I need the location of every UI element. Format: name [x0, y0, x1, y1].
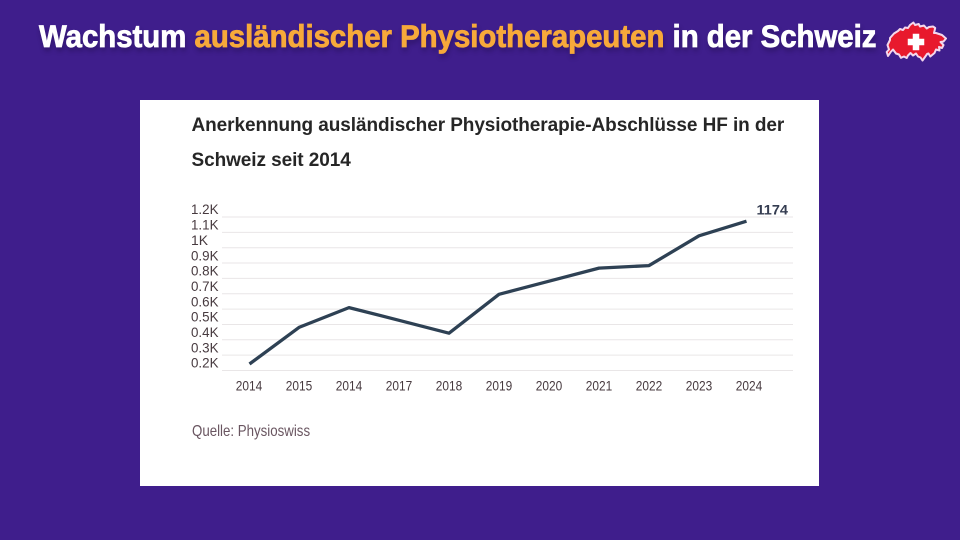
svg-text:2014: 2014 — [336, 379, 363, 394]
svg-text:0.2K: 0.2K — [191, 356, 219, 371]
svg-text:0.8K: 0.8K — [191, 264, 219, 279]
svg-text:2022: 2022 — [636, 379, 663, 394]
svg-text:1174: 1174 — [757, 203, 789, 218]
svg-text:0.4K: 0.4K — [191, 325, 219, 340]
svg-text:2021: 2021 — [586, 379, 613, 394]
svg-text:0.9K: 0.9K — [191, 248, 219, 263]
svg-text:2023: 2023 — [686, 379, 713, 394]
svg-text:2015: 2015 — [286, 379, 313, 394]
svg-text:2020: 2020 — [536, 379, 563, 394]
svg-text:2019: 2019 — [486, 379, 513, 394]
svg-text:0.6K: 0.6K — [191, 294, 219, 309]
svg-text:1K: 1K — [191, 233, 208, 248]
svg-text:2018: 2018 — [436, 379, 463, 394]
svg-text:0.3K: 0.3K — [191, 340, 219, 355]
svg-text:1.1K: 1.1K — [191, 218, 219, 233]
svg-text:0.5K: 0.5K — [191, 310, 219, 325]
svg-text:0.7K: 0.7K — [191, 279, 219, 294]
svg-text:2014: 2014 — [236, 379, 263, 394]
svg-text:2017: 2017 — [386, 379, 413, 394]
svg-text:2024: 2024 — [736, 379, 763, 394]
svg-text:1.2K: 1.2K — [191, 202, 219, 217]
